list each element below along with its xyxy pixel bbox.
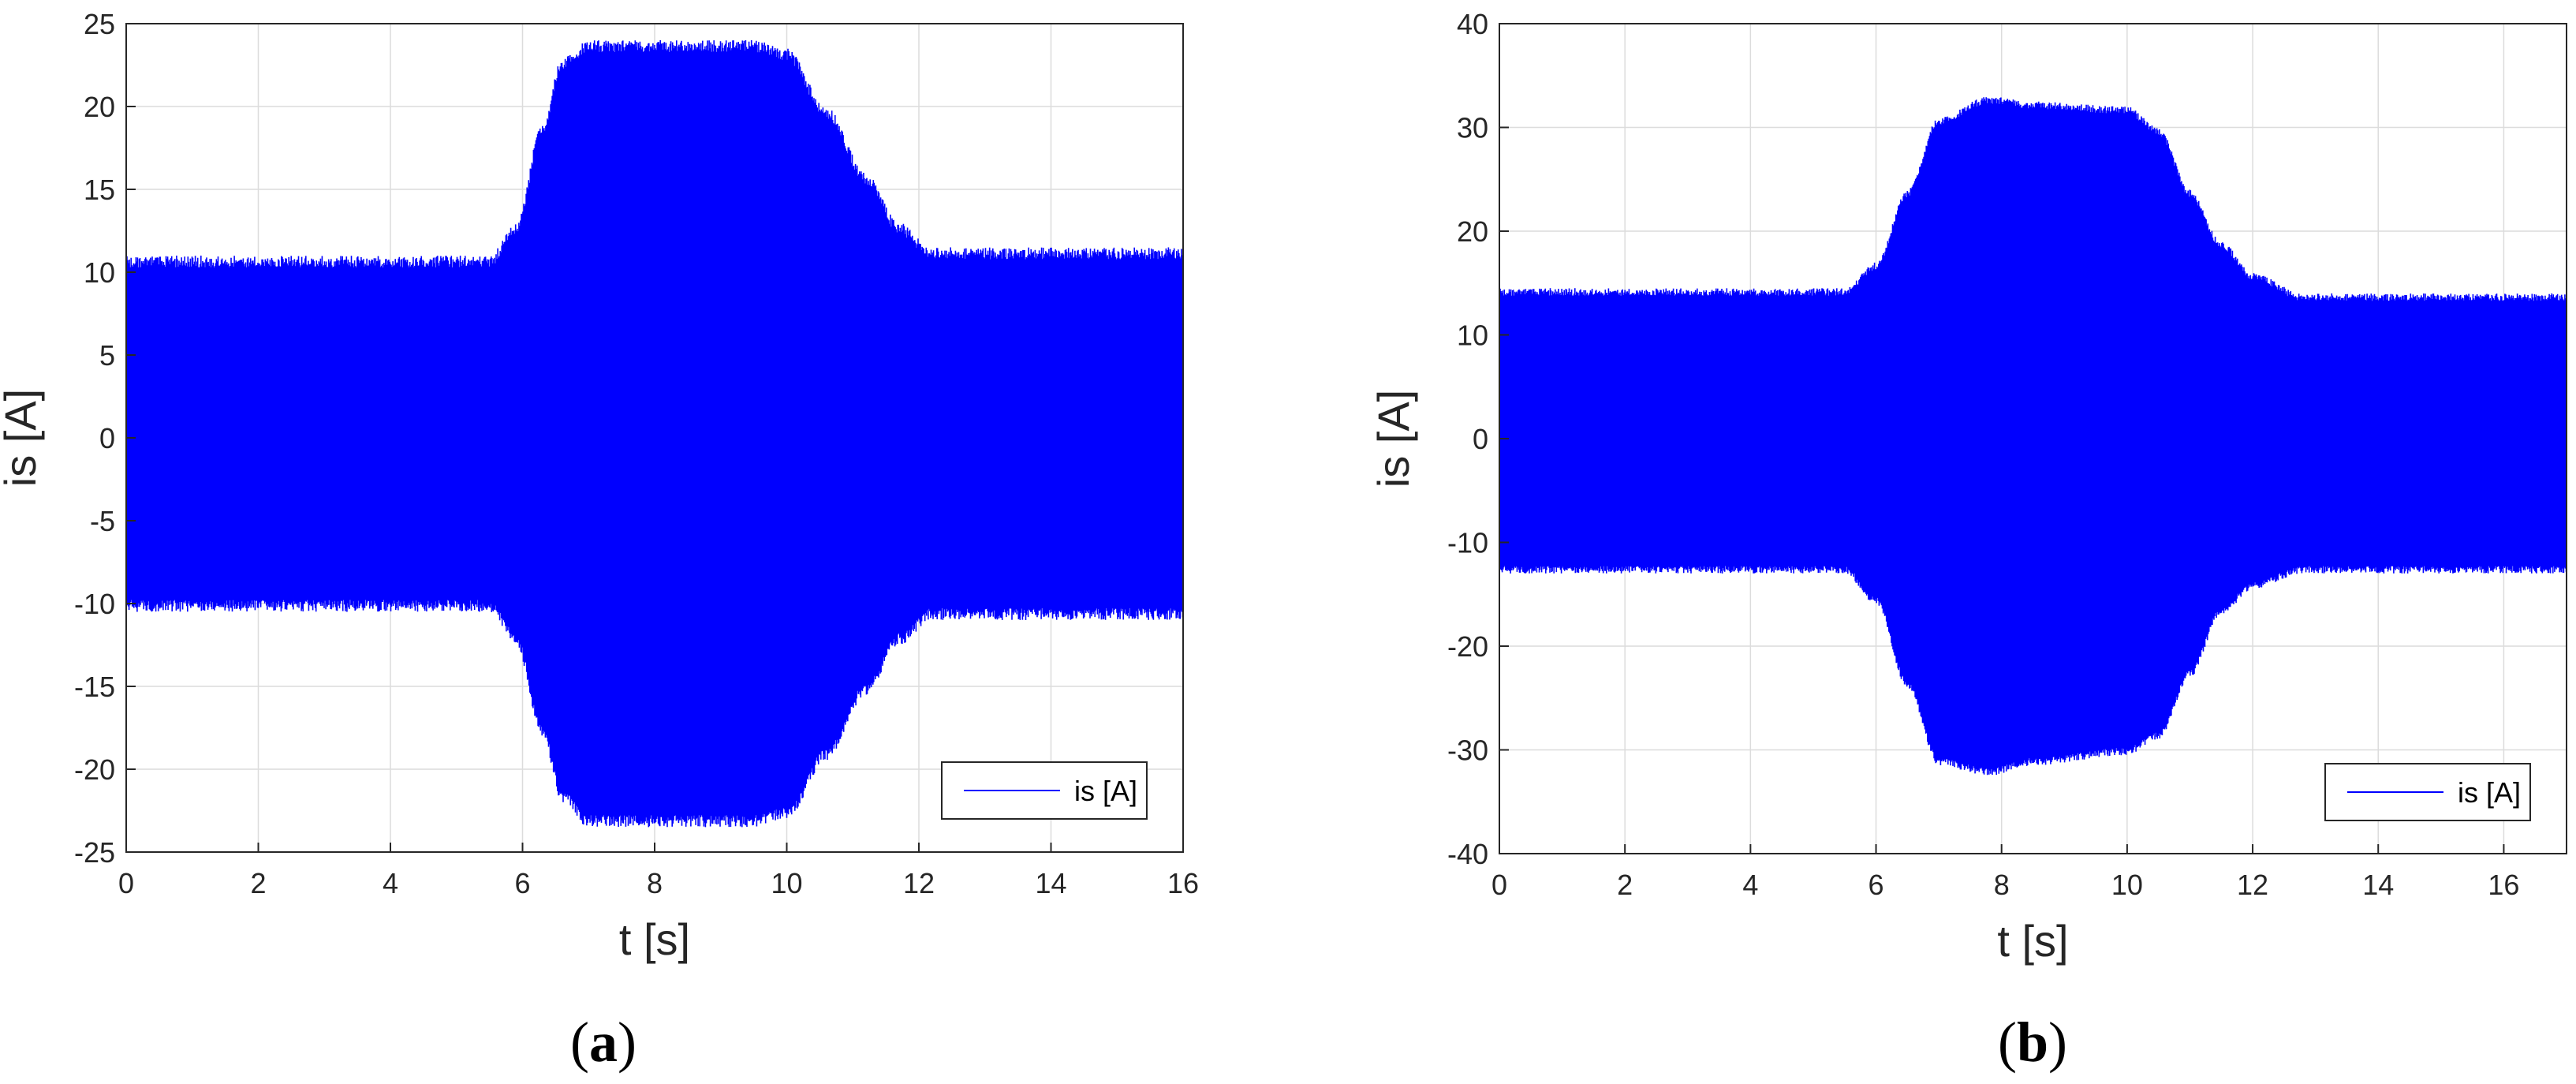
x-tick-label-a-1: 2: [250, 867, 266, 899]
y-ticks-b: -40 -30 -20 -10 0 10 20 30 40: [1447, 8, 1509, 870]
x-tick-label-b-3: 6: [1869, 869, 1884, 901]
x-ticks-b: 0 2 4 6 8 10 12 14 16: [1491, 844, 2519, 901]
x-axis-label-b: t [s]: [1997, 916, 2068, 966]
y-tick-label-a-6: 5: [99, 339, 115, 372]
x-tick-label-b-0: 0: [1491, 869, 1507, 901]
y-tick-label-b-6: 20: [1457, 215, 1488, 248]
x-tick-label-a-0: 0: [118, 867, 134, 899]
y-axis-label-b: is [A]: [1368, 390, 1418, 488]
x-ticks-a: 0 2 4 6 8 10 12 14 16: [118, 843, 1199, 899]
y-tick-label-a-0: -25: [74, 836, 115, 869]
y-tick-label-a-4: -5: [90, 505, 115, 537]
panel-caption-a: (a): [570, 1011, 637, 1074]
legend-a: is [A]: [941, 761, 1148, 820]
x-tick-label-b-8: 16: [2488, 869, 2519, 901]
y-tick-label-a-10: 25: [84, 8, 115, 40]
y-tick-label-a-3: -10: [74, 588, 115, 620]
y-tick-label-a-2: -15: [74, 671, 115, 703]
y-tick-label-a-1: -20: [74, 753, 115, 786]
y-tick-label-a-5: 0: [99, 422, 115, 454]
x-tick-label-a-5: 10: [771, 867, 802, 899]
panel-caption-letter-a: a: [589, 1011, 618, 1074]
y-tick-label-a-7: 10: [84, 256, 115, 289]
y-tick-label-b-3: -10: [1447, 527, 1488, 559]
x-tick-label-b-6: 12: [2237, 869, 2268, 901]
x-tick-label-b-5: 10: [2111, 869, 2143, 901]
x-tick-label-b-7: 14: [2362, 869, 2394, 901]
series-is-a: [125, 39, 1184, 828]
y-tick-label-b-7: 30: [1457, 112, 1488, 144]
x-axis-label-a: t [s]: [619, 914, 690, 964]
y-tick-label-b-1: -30: [1447, 735, 1488, 767]
y-ticks-a: -25 -20 -15 -10 -5 0 5 10 15 20 25: [74, 8, 136, 869]
y-tick-label-b-2: -20: [1447, 630, 1488, 663]
x-tick-label-a-4: 8: [647, 867, 663, 899]
legend-b: is [A]: [2324, 763, 2531, 821]
x-tick-label-a-6: 12: [903, 867, 935, 899]
y-tick-label-b-8: 40: [1457, 8, 1488, 40]
y-tick-label-a-9: 20: [84, 91, 115, 123]
legend-label-a: is [A]: [1074, 775, 1137, 807]
y-tick-label-b-4: 0: [1473, 423, 1488, 455]
signal-line-b: [1499, 97, 2567, 776]
signal-line-a: [125, 39, 1184, 828]
x-tick-label-b-1: 2: [1617, 869, 1633, 901]
chart-panel-a: 0 2 4 6 8 10 12 14 16 -25 -20 -15 -10 -5 0 5 10 15 20 25 t…: [0, 8, 1199, 1074]
chart-panel-b: 0 2 4 6 8 10 12 14 16 -40 -30 -20 -10 0 10 20 30 40 t [s…: [1368, 8, 2567, 1074]
x-tick-label-a-2: 4: [383, 867, 398, 899]
series-is-b: [1499, 97, 2567, 776]
legend-label-b: is [A]: [2458, 776, 2521, 809]
x-tick-label-b-4: 8: [1994, 869, 2010, 901]
x-tick-label-a-8: 16: [1167, 867, 1199, 899]
y-tick-label-b-0: -40: [1447, 838, 1488, 870]
y-axis-label-a: is [A]: [0, 389, 45, 487]
y-tick-label-a-8: 15: [84, 174, 115, 206]
panel-caption-letter-b: b: [2017, 1011, 2048, 1074]
x-tick-label-a-7: 14: [1035, 867, 1066, 899]
x-tick-label-a-3: 6: [514, 867, 530, 899]
x-tick-label-b-2: 4: [1742, 869, 1758, 901]
y-tick-label-b-5: 10: [1457, 320, 1488, 352]
panel-caption-b: (b): [1998, 1011, 2067, 1074]
